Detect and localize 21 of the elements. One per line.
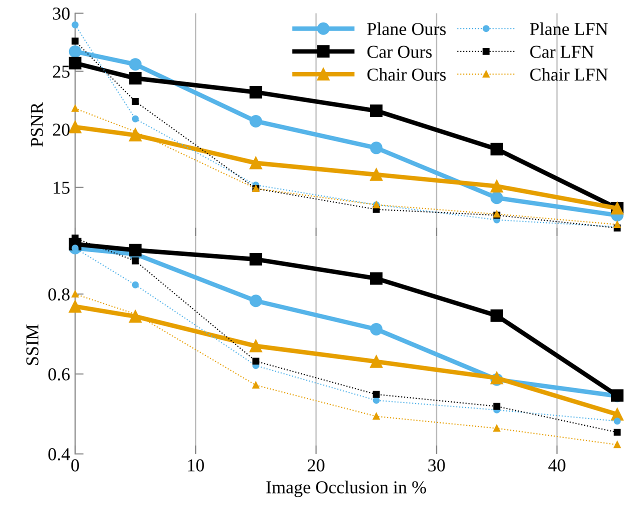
legend-label: Plane Ours bbox=[367, 22, 446, 36]
legend-label: Chair LFN bbox=[530, 68, 608, 81]
y-tick-label: 25 bbox=[52, 66, 70, 78]
y-tick-label: 0.4 bbox=[48, 448, 70, 460]
legend-label: Car LFN bbox=[530, 46, 594, 58]
y-tick-label: 0.6 bbox=[48, 368, 70, 381]
y-axis-title: SSIM bbox=[26, 324, 38, 365]
x-tick-label: 40 bbox=[548, 459, 566, 472]
x-tick-label: 10 bbox=[188, 459, 204, 472]
legend-label: Chair Ours bbox=[367, 68, 446, 81]
legend-label: Car Ours bbox=[367, 46, 432, 58]
x-tick-label: 20 bbox=[308, 459, 324, 472]
legend-label: Plane LFN bbox=[530, 22, 608, 36]
y-axis-title: PSNR bbox=[30, 102, 43, 147]
x-axis-title: Image Occlusion in % bbox=[266, 480, 426, 498]
y-tick-label: 30 bbox=[53, 8, 70, 20]
y-tick-label: 20 bbox=[52, 124, 70, 136]
x-tick-label: 30 bbox=[428, 459, 445, 472]
y-tick-label: 15 bbox=[54, 182, 70, 194]
x-tick-label: 0 bbox=[71, 459, 79, 472]
y-tick-label: 0.8 bbox=[48, 288, 70, 301]
